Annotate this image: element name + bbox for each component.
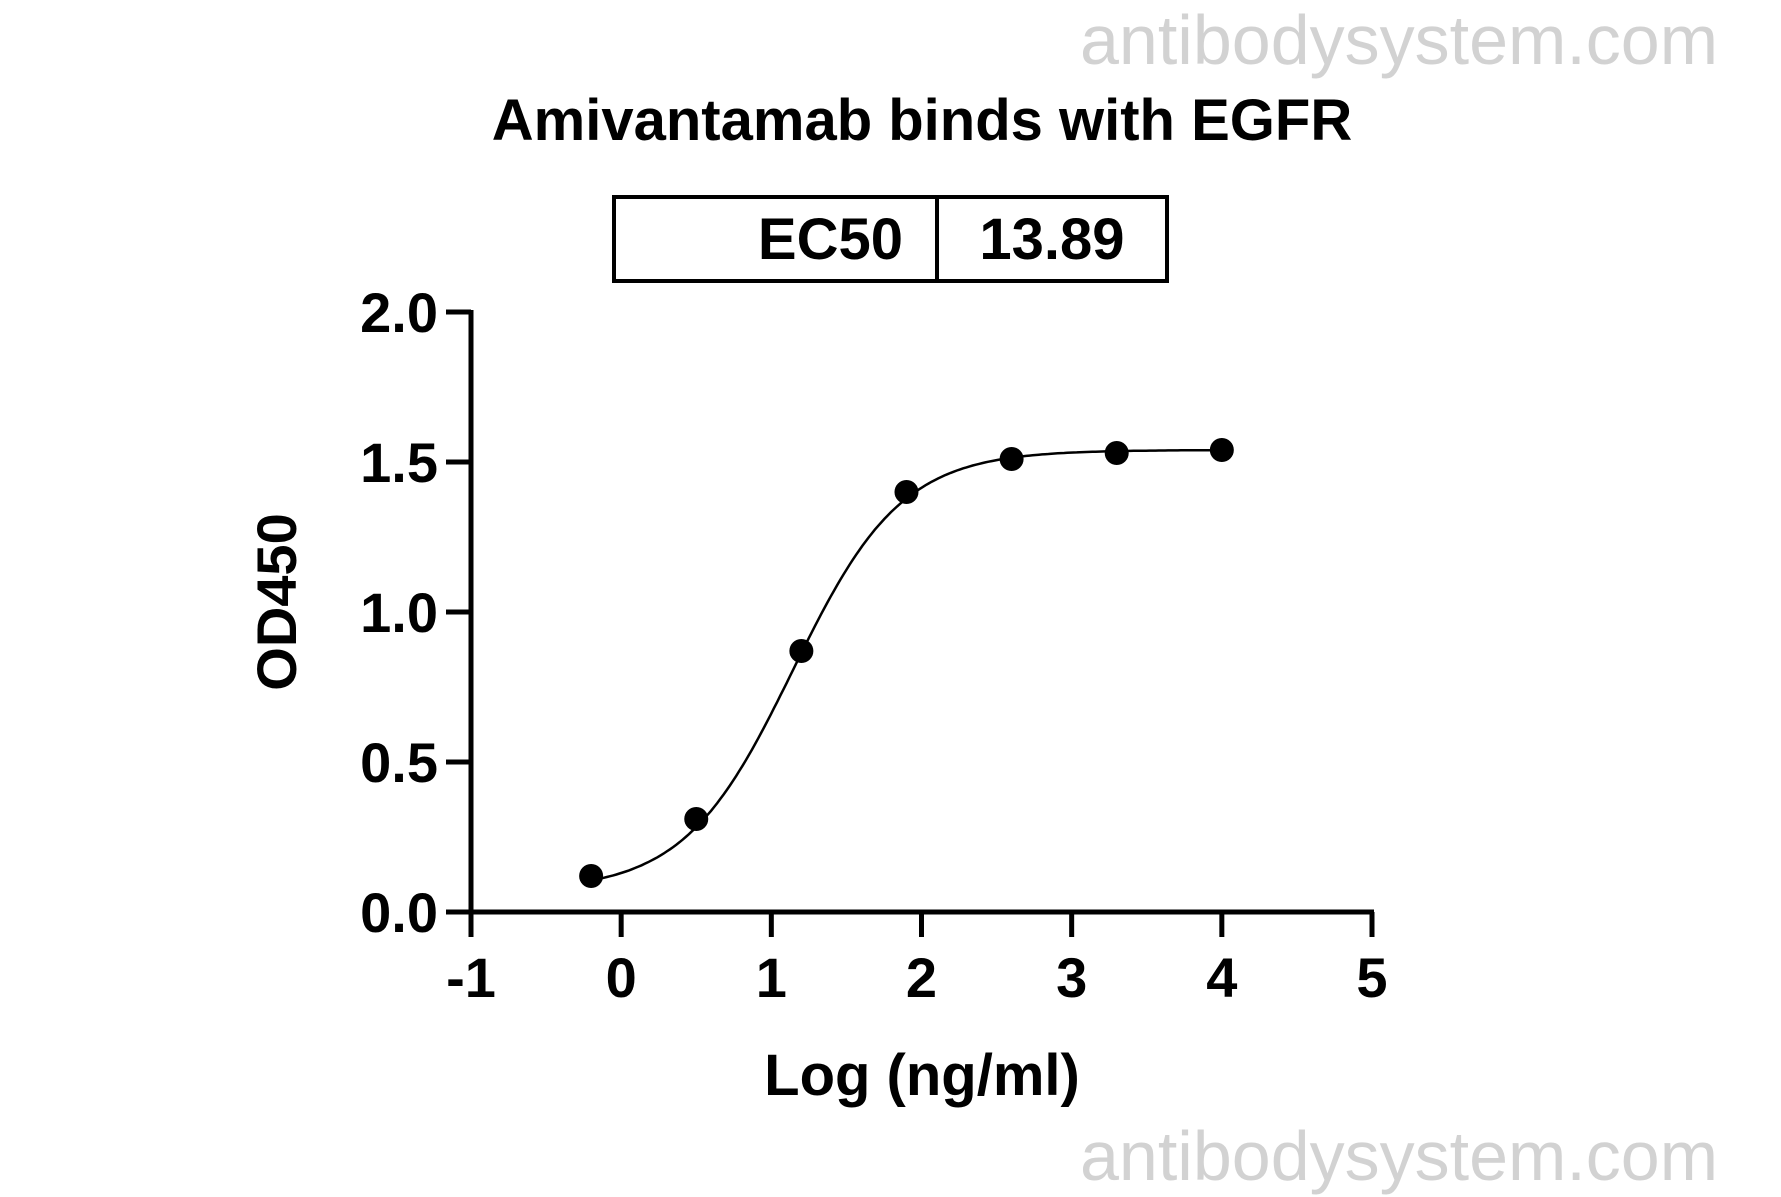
chart-title: Amivantamab binds with EGFR (492, 88, 1352, 153)
ec50-label: EC50 (758, 207, 903, 272)
x-tick-label: 3 (1056, 946, 1087, 1009)
data-point (579, 864, 604, 888)
y-tick-label: 0.0 (360, 881, 438, 944)
watermark-text: antibodysystem.com (1080, 1, 1719, 79)
x-tick-label: 2 (906, 946, 937, 1009)
ec50-value: 13.89 (979, 207, 1124, 272)
x-tick-label: 5 (1356, 946, 1387, 1009)
y-tick-label: 0.5 (360, 731, 438, 794)
data-point (684, 807, 709, 831)
y-tick-label: 2.0 (360, 281, 438, 344)
watermark-text: antibodysystem.com (1080, 1117, 1719, 1195)
y-tick-label: 1.0 (360, 581, 438, 644)
ec50-table-border (612, 195, 1169, 283)
ec50-table: EC50 13.89 (612, 195, 1169, 283)
data-point (894, 480, 919, 504)
data-point (1209, 438, 1234, 462)
data-point (999, 447, 1024, 471)
x-tick-label: -1 (446, 946, 496, 1009)
y-tick-label: 1.5 (360, 431, 438, 494)
x-axis-label: Log (ng/ml) (764, 1043, 1080, 1108)
data-point (1104, 441, 1129, 465)
x-tick-label: 0 (606, 946, 637, 1009)
x-tick-label: 4 (1206, 946, 1237, 1009)
x-tick-label: 1 (756, 946, 787, 1009)
y-axis-label: OD450 (245, 513, 308, 690)
data-point (789, 639, 814, 663)
